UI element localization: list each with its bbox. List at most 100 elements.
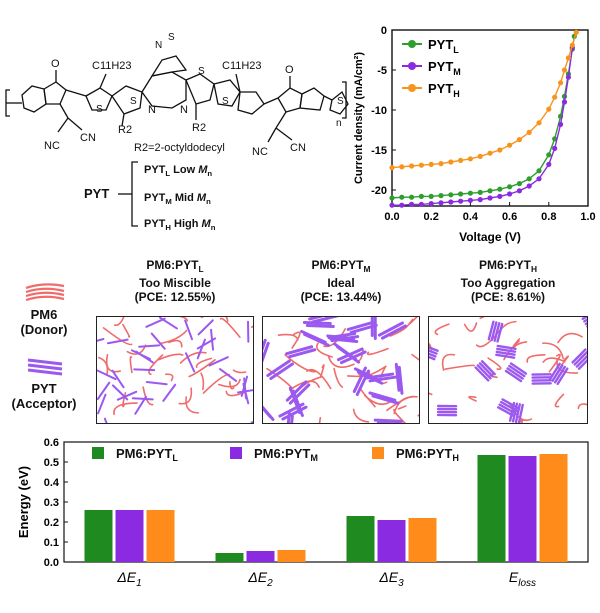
- donor-chain: [123, 325, 129, 337]
- acceptor-molecule: [147, 382, 167, 384]
- jv-data-point: [497, 187, 502, 192]
- r2-left-label: R2: [118, 124, 132, 136]
- jv-data-point: [429, 194, 434, 199]
- donor-chain: [186, 397, 198, 413]
- acceptor-molecule: [307, 325, 333, 326]
- jv-data-point: [507, 143, 512, 148]
- donor-chain: [465, 323, 477, 331]
- energy-bar: [116, 510, 144, 562]
- legend-item-l: PM6:PYTL: [92, 446, 178, 463]
- legend-item-h: PM6:PYTH: [372, 446, 459, 463]
- o-left-label: O: [51, 58, 60, 70]
- energy-y-tick-label: 0.0: [44, 557, 59, 569]
- n-right-label: N: [180, 104, 188, 116]
- donor-legend-name: PM6: [14, 308, 74, 322]
- donor-chain: [480, 317, 495, 318]
- panel-title-l: PM6:PYTL Too Miscible (PCE: 12.55%): [96, 258, 254, 304]
- jv-data-point: [389, 195, 394, 200]
- jv-data-point: [389, 165, 394, 170]
- jv-data-point: [574, 30, 579, 35]
- jv-data-point: [507, 184, 512, 189]
- chemical-structure: C11H23 C11H23 N S N N R2 R2 R2=2-octyldo…: [0, 0, 350, 250]
- jv-data-point: [536, 120, 541, 125]
- acceptor-molecule: [263, 400, 273, 420]
- jv-data-point: [448, 192, 453, 197]
- jv-data-point: [419, 202, 424, 207]
- energy-bar: [540, 454, 568, 562]
- energy-category-label: ΔE2: [247, 569, 273, 589]
- n-subscript: n: [336, 118, 342, 129]
- c11-left-label: C11H23: [92, 60, 132, 72]
- acceptor-molecule: [304, 322, 330, 323]
- jv-legend-marker: [408, 40, 416, 48]
- donor-chain: [169, 341, 182, 347]
- s-label-2: S: [130, 96, 137, 107]
- legend-swatch-h: [372, 447, 384, 459]
- jv-data-point: [478, 190, 483, 195]
- jv-x-tick-label: 1.0: [580, 211, 595, 223]
- jv-data-point: [478, 154, 483, 159]
- donor-chain: [252, 325, 253, 338]
- donor-chain: [488, 358, 501, 369]
- donor-chain: [234, 370, 246, 372]
- energy-y-tick-label: 0.3: [44, 497, 59, 509]
- donor-chain: [143, 387, 153, 404]
- donor-chain: [319, 418, 327, 423]
- donor-chain: [107, 355, 121, 372]
- acceptor-molecule: [160, 318, 177, 329]
- cn-right-label: CN: [290, 142, 306, 154]
- donor-chain: [166, 374, 173, 380]
- jv-data-point: [566, 75, 571, 80]
- jv-data-point: [409, 202, 414, 207]
- jv-data-point: [487, 188, 492, 193]
- energy-y-tick-label: 0.5: [44, 457, 59, 469]
- pyt-label: PYT: [84, 186, 109, 201]
- acceptor-aggregate: [583, 317, 587, 319]
- donor-chain: [469, 397, 476, 401]
- acceptor-molecule: [134, 369, 154, 370]
- jv-data-point: [399, 195, 404, 200]
- jv-data-point: [458, 191, 463, 196]
- energy-y-tick-label: 0.1: [44, 537, 59, 549]
- pyt-variant-m: PYTM Mid Mn: [144, 192, 211, 206]
- jv-data-point: [517, 188, 522, 193]
- s-label-4: S: [222, 96, 229, 107]
- jv-series-line: [392, 48, 572, 206]
- jv-x-tick-label: 0.4: [463, 211, 479, 223]
- jv-y-tick-label: -10: [371, 105, 387, 117]
- energy-y-tick-label: 0.6: [44, 437, 59, 449]
- energy-bar: [478, 455, 506, 562]
- legend-item-m: PM6:PYTM: [230, 446, 318, 463]
- donor-chain: [409, 317, 418, 324]
- c11-right-label: C11H23: [222, 60, 262, 72]
- nc-right-label: NC: [252, 146, 268, 158]
- acceptor-molecule: [163, 385, 175, 401]
- donor-chain: [398, 406, 405, 409]
- acceptor-legend-icon: [26, 356, 64, 378]
- jv-data-point: [566, 55, 571, 60]
- jv-legend-label: PYTL: [428, 37, 459, 55]
- jv-data-point: [448, 159, 453, 164]
- pyt-variant-l: PYTL Low Mn: [144, 164, 212, 178]
- energy-bar: [409, 518, 437, 562]
- energy-bar: [509, 456, 537, 562]
- cn-left-label: CN: [80, 132, 96, 144]
- nc-left-label: NC: [44, 140, 60, 152]
- jv-y-tick-label: 0: [381, 25, 387, 37]
- energy-category-label: ΔE3: [378, 569, 404, 589]
- energy-category-label: Eloss: [509, 569, 536, 589]
- r2-right-label: R2: [192, 122, 206, 134]
- jv-legend-marker: [408, 84, 416, 92]
- jv-data-point: [487, 195, 492, 200]
- jv-data-point: [399, 203, 404, 208]
- jv-y-tick-label: -20: [371, 185, 387, 197]
- acceptor-molecule: [252, 418, 253, 423]
- donor-chain: [578, 404, 587, 410]
- acceptor-molecule: [133, 398, 153, 399]
- donor-chain: [429, 388, 432, 394]
- acceptor-molecule: [375, 420, 401, 421]
- jv-data-point: [517, 181, 522, 186]
- donor-chain: [114, 403, 137, 414]
- polymer-structure-drawing: [0, 0, 350, 250]
